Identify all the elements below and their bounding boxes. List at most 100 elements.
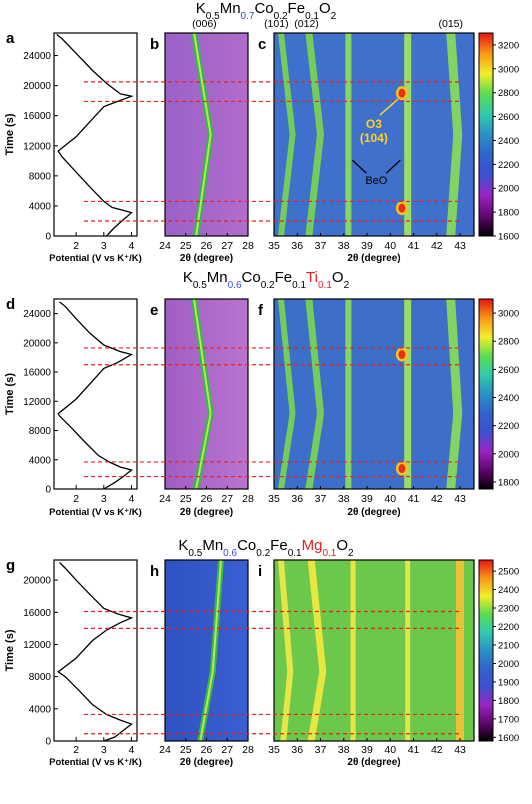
xrd-map-right (274, 33, 474, 236)
xrd-right-frame (273, 298, 475, 490)
o3-arrow (379, 98, 399, 116)
xrd-hot-spot-core (398, 350, 406, 360)
x-tick-label: 2 (73, 240, 79, 252)
x-tick-label: 26 (201, 493, 213, 505)
x-tick-label: 37 (315, 240, 327, 252)
title-symbol: Fe (270, 537, 288, 554)
colorbar-tick-label: 1800 (498, 208, 519, 219)
panel-title: K0.5Mn0.6Co0.2Fe0.1Mg0.1O2 (178, 537, 354, 559)
y-axis-label: Time (s) (4, 373, 16, 415)
title-symbol: K (178, 537, 188, 554)
x-tick-label: 25 (180, 240, 192, 252)
x-tick-label: 42 (431, 744, 443, 756)
y-tick-label: 16000 (23, 608, 51, 619)
xrd-right-axis-label: 2θ (degree) (347, 253, 400, 264)
xrd-map-left (165, 33, 248, 236)
y-tick-label: 24000 (23, 51, 51, 62)
x-tick-label: 2 (73, 493, 79, 505)
x-tick-label: 28 (242, 240, 254, 252)
title-subscript: 0.6 (223, 548, 237, 559)
title-subscript: 0.1 (318, 280, 332, 291)
colorbar-tick-label: 2200 (498, 160, 519, 171)
colorbar-tick-label: 2000 (498, 449, 519, 460)
y-tick-label: 0 (45, 232, 51, 243)
colorbar-tick-label: 2400 (498, 393, 519, 404)
x-tick-label: 4 (129, 744, 135, 756)
xrd-left-axis-label: 2θ (degree) (180, 253, 233, 264)
x-tick-label: 38 (338, 744, 350, 756)
colorbar (478, 298, 494, 490)
title-symbol: Mn (202, 537, 223, 554)
x-tick-label: 25 (180, 493, 192, 505)
potential-frame (53, 32, 138, 237)
colorbar (478, 32, 494, 237)
peak-label: (101) (264, 18, 289, 30)
xrd-left-axis-label: 2θ (degree) (180, 757, 233, 768)
y-tick-label: 20000 (23, 576, 51, 587)
potential-frame (53, 559, 138, 742)
title-symbol: O (319, 0, 331, 17)
title-subscript: 0.2 (274, 11, 288, 22)
panel-title: K0.5Mn0.7Co0.2Fe0.1O2 (196, 0, 337, 22)
xrd-right-frame (273, 32, 475, 237)
x-tick-label: 40 (384, 240, 396, 252)
xrd-right-axis-label: 2θ (degree) (347, 507, 400, 518)
xrd-peak-core (193, 32, 212, 237)
x-tick-label: 27 (221, 240, 233, 252)
xrd-peak-line (446, 298, 463, 490)
title-symbol: Fe (288, 0, 306, 17)
x-tick-label: 38 (338, 240, 350, 252)
colorbar-tick-label: 2400 (498, 136, 519, 147)
x-tick-label: 41 (408, 493, 420, 505)
x-tick-label: 4 (129, 240, 135, 252)
panel-letter: c (258, 36, 266, 53)
annotation-o3: O3 (366, 117, 382, 131)
xrd-map-right (274, 560, 474, 741)
annotation-beo: BeO (365, 175, 387, 187)
title-symbol: K (196, 0, 206, 17)
x-tick-label: 36 (291, 240, 303, 252)
y-tick-label: 24000 (23, 309, 51, 320)
panel-title: K0.5Mn0.6Co0.2Fe0.1Ti0.1O2 (183, 269, 350, 291)
x-tick-label: 2 (73, 744, 79, 756)
y-tick-label: 12000 (23, 640, 51, 651)
title-subscript: 0.1 (322, 548, 336, 559)
x-tick-label: 43 (454, 744, 466, 756)
title-subscript: 0.1 (288, 548, 302, 559)
title-symbol: Fe (275, 269, 293, 286)
colorbar-tick-label: 2000 (498, 659, 519, 670)
colorbar-tick-label: 2500 (498, 567, 519, 578)
xrd-peak-line (278, 298, 296, 490)
xrd-hot-spot-core (398, 464, 406, 474)
x-tick-label: 27 (221, 493, 233, 505)
title-symbol: Co (254, 0, 273, 17)
xrd-peak-line (278, 32, 296, 237)
xrd-right-frame (273, 559, 475, 742)
colorbar-tick-label: 2200 (498, 622, 519, 633)
y-tick-label: 16000 (23, 368, 51, 379)
colorbar-tick-label: 1900 (498, 677, 519, 688)
xrd-right-axis-label: 2θ (degree) (347, 757, 400, 768)
panel-letter: i (258, 563, 262, 580)
x-tick-label: 26 (201, 240, 213, 252)
xrd-peak-core (199, 559, 222, 742)
x-tick-label: 43 (454, 240, 466, 252)
xrd-peak-line (305, 32, 325, 237)
potential-frame (53, 298, 138, 490)
y-tick-label: 12000 (23, 141, 51, 152)
panel-letter: g (6, 557, 15, 574)
annotation-104: (104) (360, 131, 388, 145)
title-symbol: K (183, 269, 193, 286)
x-tick-label: 28 (242, 493, 254, 505)
title-symbol: O (332, 269, 344, 286)
y-tick-label: 20000 (23, 81, 51, 92)
title-subscript: 0.2 (256, 548, 270, 559)
title-subscript: 2 (331, 11, 337, 22)
xrd-map-right (274, 299, 474, 489)
title-subscript: 2 (348, 548, 354, 559)
title-subscript: 0.7 (241, 11, 255, 22)
x-tick-label: 3 (101, 744, 107, 756)
